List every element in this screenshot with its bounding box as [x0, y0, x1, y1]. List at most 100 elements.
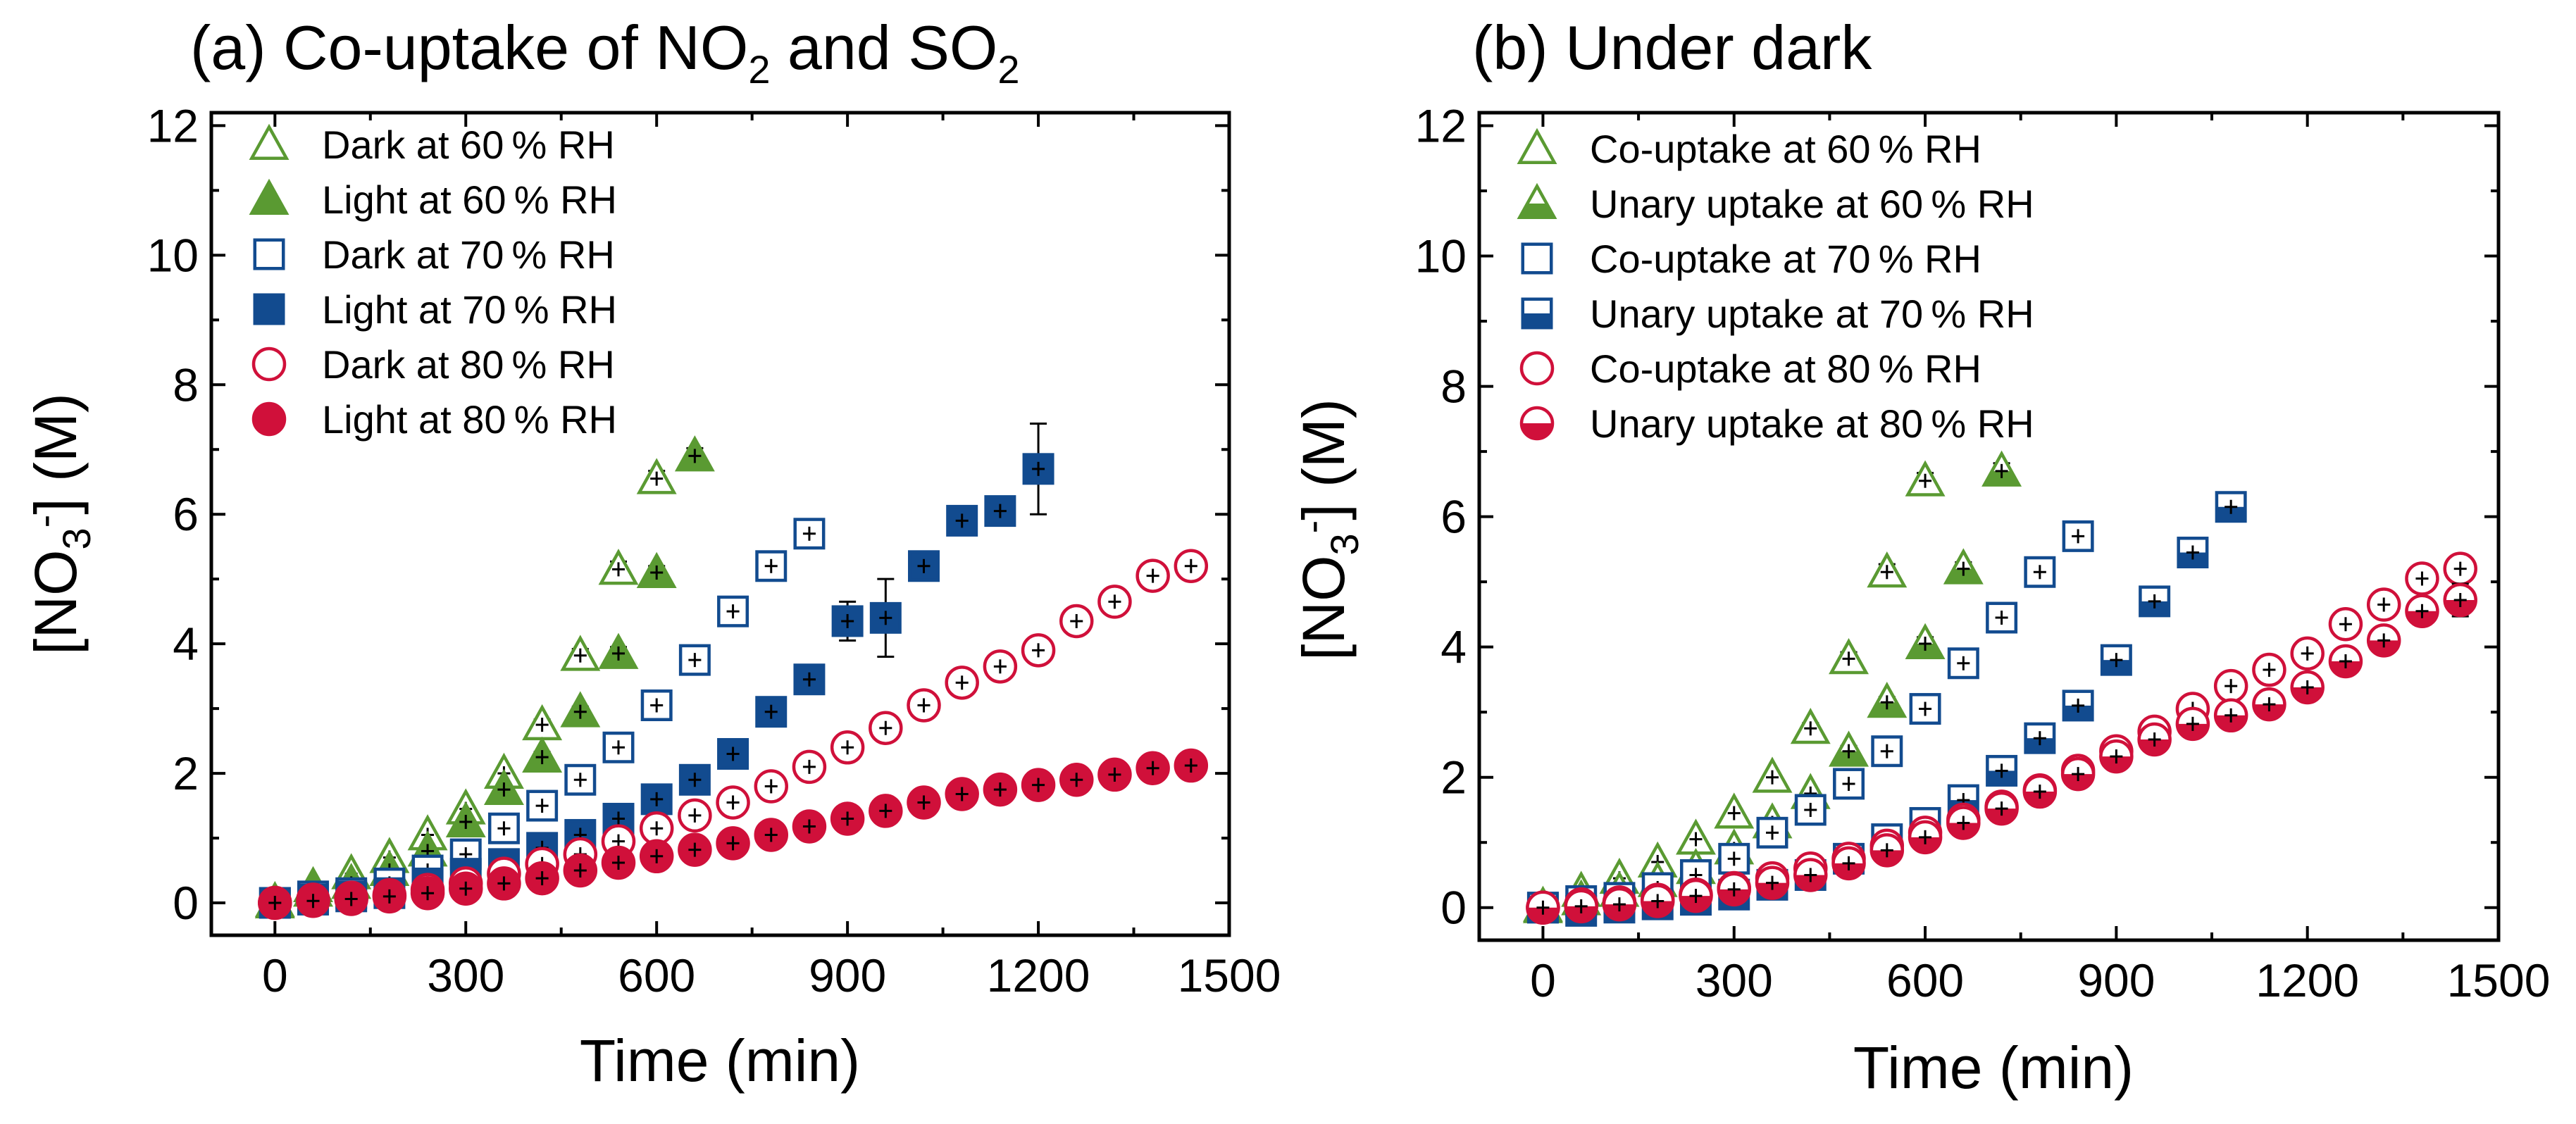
y-tick-label: 0 — [173, 877, 199, 929]
data-point — [564, 763, 597, 796]
data-point — [754, 818, 788, 852]
data-point — [1908, 820, 1943, 855]
x-tick-label: 300 — [427, 949, 504, 1001]
data-point — [1714, 792, 1755, 829]
x-tick-label: 300 — [1695, 954, 1773, 1006]
data-point — [1869, 833, 1905, 868]
legend-marker — [1519, 351, 1555, 386]
data-point — [525, 861, 559, 896]
data-point — [717, 737, 749, 770]
x-tick-label: 1500 — [1178, 949, 1281, 1001]
legend-marker — [253, 238, 285, 270]
legend-marker — [1519, 406, 1555, 441]
data-point — [1564, 889, 1598, 924]
data-point — [296, 884, 330, 918]
data-point — [945, 777, 979, 811]
data-point — [2213, 698, 2248, 733]
data-point — [445, 801, 486, 838]
data-point — [907, 785, 941, 820]
legend-label: Dark at 80 % RH — [322, 342, 615, 387]
data-point — [830, 801, 865, 836]
data-point — [640, 783, 673, 816]
data-point — [602, 731, 635, 763]
legend-label: Light at 80 % RH — [322, 397, 617, 442]
data-point — [487, 812, 520, 844]
data-point — [755, 550, 788, 582]
data-point — [2139, 585, 2171, 618]
data-point — [1640, 884, 1675, 918]
legend-label: Co-uptake at 60 % RH — [1590, 127, 1981, 171]
data-point — [1135, 558, 1170, 593]
data-point — [2024, 722, 2056, 754]
data-point — [1602, 887, 1637, 922]
data-point — [908, 550, 940, 582]
y-tick-label: 8 — [1441, 361, 1467, 413]
panel-b: (b) Under dark 0 300 600 900 1200 1500 0 2 4 6 8 10… — [1290, 13, 2550, 1101]
data-point — [754, 769, 788, 804]
legend-label: Light at 60 % RH — [322, 177, 617, 222]
y-tick-label: 4 — [1441, 621, 1467, 673]
data-point — [636, 458, 677, 494]
legend-marker — [249, 123, 290, 160]
data-point — [1793, 858, 1828, 892]
data-point — [1097, 585, 1132, 619]
legend-label: Unary uptake at 70 % RH — [1590, 292, 2034, 336]
data-point — [869, 711, 903, 745]
legend-label: Co-uptake at 70 % RH — [1590, 237, 1981, 281]
y-tick-label: 8 — [173, 358, 199, 411]
data-point — [1059, 604, 1094, 639]
data-point — [1946, 806, 1981, 840]
data-point — [1022, 453, 1054, 485]
legend-marker — [1521, 242, 1553, 275]
data-point — [1794, 794, 1827, 826]
legend-marker — [251, 401, 287, 437]
data-point — [1679, 878, 1713, 913]
y-tick-label: 12 — [147, 99, 199, 151]
data-point — [560, 635, 601, 671]
data-point — [678, 798, 712, 833]
data-point — [1526, 890, 1560, 925]
data-point — [449, 871, 483, 906]
panel-b-plot-frame — [1477, 111, 2501, 942]
data-point — [601, 845, 636, 880]
data-point — [522, 704, 563, 741]
data-point — [793, 518, 826, 550]
panel-a-y-axis-title: [NO3-] (M) — [22, 393, 99, 655]
data-point — [678, 763, 711, 796]
legend-marker — [251, 346, 287, 382]
data-point — [2328, 644, 2363, 679]
data-point — [526, 789, 559, 822]
data-point — [2213, 668, 2248, 704]
legend-label: Unary uptake at 80 % RH — [1590, 401, 2034, 446]
data-point — [945, 666, 979, 700]
legend-marker — [249, 178, 290, 215]
legend-marker — [1521, 297, 1553, 330]
data-point — [678, 832, 712, 867]
y-tick-label: 2 — [173, 747, 199, 799]
data-point — [984, 495, 1016, 527]
data-point — [2062, 689, 2094, 722]
data-point — [2137, 722, 2172, 757]
data-point — [1984, 791, 2019, 826]
data-point — [2290, 670, 2325, 705]
data-point — [1833, 768, 1865, 800]
panel-b-legend: Co-uptake at 60 % RH Unary uptake at 60 %… — [1517, 127, 2034, 446]
data-point — [2252, 652, 2286, 687]
data-point — [636, 551, 677, 588]
data-point — [2175, 706, 2210, 742]
data-point — [1135, 751, 1170, 785]
data-point — [1829, 730, 1869, 767]
data-point — [1756, 816, 1788, 849]
data-point — [907, 688, 941, 723]
data-point — [2177, 537, 2209, 568]
panel-a: (a) Co-uptake of NO2 and SO2 0 300 600 900 1… — [22, 13, 1281, 1094]
x-tick-label: 600 — [1886, 954, 1964, 1006]
x-tick-label: 0 — [1530, 954, 1556, 1006]
data-point — [2443, 551, 2477, 586]
data-point — [792, 749, 827, 785]
data-point — [560, 691, 601, 728]
data-point — [1905, 623, 1946, 659]
data-point — [1755, 866, 1790, 900]
y-tick-label: 12 — [1415, 100, 1467, 152]
data-point — [2022, 774, 2058, 809]
